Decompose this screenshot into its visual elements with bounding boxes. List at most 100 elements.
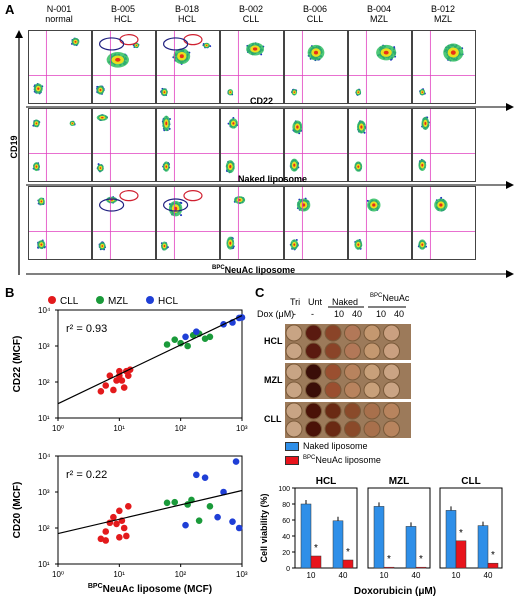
wells-header-unt: Unt (308, 297, 323, 307)
panel-c-label: C (255, 285, 265, 300)
legend-label-hcl: HCL (158, 296, 178, 307)
cd22-point-cll (113, 377, 120, 384)
cd22-point-cll (110, 386, 117, 394)
cd22-point-mzl (184, 342, 191, 350)
bar-frame-mzl (367, 487, 431, 569)
flow-plot-r3-c7 (412, 186, 476, 260)
bar-frame-hcl (294, 487, 358, 569)
sample-type: normal (45, 14, 73, 24)
cd20-point-mzl (206, 503, 214, 510)
bar-naked (445, 510, 457, 569)
bar-category: 10 (380, 571, 389, 580)
x-axis-arrow-3 (26, 270, 514, 278)
cd20-point-hcl (214, 513, 221, 521)
cd20-point-cll (120, 524, 128, 532)
legend-label-mzl: MZL (108, 296, 128, 307)
sample-id: B-018 (174, 4, 200, 14)
bar-star: * (419, 554, 423, 565)
sample-header-b-002: B-002 CLL (221, 4, 281, 24)
cd20-point-mzl (163, 499, 171, 507)
cd20-frame (57, 455, 243, 565)
bars-ylabel: Cell viability (%) (259, 493, 269, 562)
scatter-xlabel: BPCNeuAc liposome (MCF) (88, 583, 212, 595)
bars-ytick: 100 (278, 486, 290, 493)
cd22-ylabel: CD22 (MCF) (12, 336, 23, 393)
bar-category: 10 (307, 571, 316, 580)
panel-a-label: A (5, 2, 15, 17)
row-label-cd22: CD22 (250, 96, 274, 106)
bar-naked (332, 520, 344, 569)
dox-value: 10 (334, 309, 345, 319)
cd20-point-cll (110, 513, 117, 521)
dox-value: 40 (352, 309, 363, 319)
sample-header-b-004: B-004 MZL (349, 4, 409, 24)
bars-ytick: 20 (282, 550, 290, 557)
well-row-label: CLL (264, 414, 282, 424)
flow-plot-r2-c7 (412, 108, 476, 182)
bar-category: 40 (339, 571, 348, 580)
sample-header-b-005: B-005 HCL (93, 4, 153, 24)
sample-id: B-004 (366, 4, 392, 14)
cd20-ytick: 10² (38, 524, 50, 533)
bar-category: 10 (452, 571, 461, 580)
cd20-xtick: 10² (175, 570, 187, 579)
cd20-point-cll (123, 532, 130, 540)
bars-ytick: 0 (286, 566, 290, 573)
cd22-point-hcl (182, 333, 189, 341)
legend-dot-mzl (96, 296, 104, 304)
flow-plot-r1-c2 (92, 30, 156, 104)
cd20-fit-line (57, 489, 243, 535)
bar-category: 40 (484, 571, 493, 580)
cd20-ytick: 10³ (38, 488, 50, 497)
legend-bpc: BPCNeuAc liposome (285, 455, 381, 465)
cd22-fit-line (57, 315, 243, 405)
cd20-r2: r² = 0.22 (66, 469, 107, 481)
bar-star: * (387, 554, 391, 565)
x-axis-arrow-2 (26, 181, 514, 189)
cd22-point-cll (97, 388, 105, 395)
cd20-point-cll (116, 507, 123, 515)
cd20-point-hcl (229, 518, 236, 525)
bar-bpc (383, 566, 395, 569)
bar-naked (477, 525, 489, 569)
bar-naked (373, 506, 385, 569)
well-row-image (285, 363, 411, 399)
cd22-xtick: 10¹ (113, 424, 125, 433)
cd22-point-hcl (193, 328, 200, 335)
cd22-ytick: 10³ (38, 342, 50, 351)
cd20-ylabel: CD20 (MCF) (12, 482, 23, 539)
flow-plot-r2-c3 (156, 108, 220, 182)
flow-plot-r3-c1 (28, 186, 92, 260)
sample-type: CLL (306, 14, 324, 24)
y-axis-label: CD19 (9, 135, 19, 159)
cd20-xtick: 10⁰ (52, 570, 64, 579)
cd22-point-cll (124, 372, 132, 379)
cd20-ytick: 10⁴ (38, 452, 51, 461)
cd22-point-mzl (206, 333, 214, 341)
flow-plot-r3-c5 (284, 186, 348, 260)
flow-plot-r1-c1 (28, 30, 92, 104)
sample-type: MZL (370, 14, 388, 24)
cd22-ytick: 10⁴ (38, 306, 51, 315)
cd22-xtick: 10⁰ (52, 424, 64, 433)
wells-header-underline (328, 306, 406, 308)
bar-title-hcl: HCL (316, 476, 337, 487)
cd22-point-mzl (171, 336, 179, 343)
sample-type: HCL (113, 14, 132, 24)
cd20-point-cll (102, 537, 110, 544)
legend-dot-cll (48, 296, 56, 304)
bar-bpc (415, 566, 427, 569)
cd20-ytick: 10¹ (38, 560, 50, 569)
cd22-point-hcl (238, 314, 246, 321)
sample-header-b-006: B-006 CLL (285, 4, 345, 24)
bars-ytick: 80 (282, 502, 290, 509)
flow-plot-r3-c6 (348, 186, 412, 260)
bar-bpc (455, 540, 467, 569)
sample-type: HCL (177, 14, 196, 24)
flow-plot-r1-c4 (220, 30, 284, 104)
bar-title-mzl: MZL (389, 476, 410, 487)
legend-bpc-swatch (285, 455, 299, 465)
sample-header-n-001: N-001 normal (29, 4, 89, 24)
cd22-xtick: 10³ (236, 424, 248, 433)
